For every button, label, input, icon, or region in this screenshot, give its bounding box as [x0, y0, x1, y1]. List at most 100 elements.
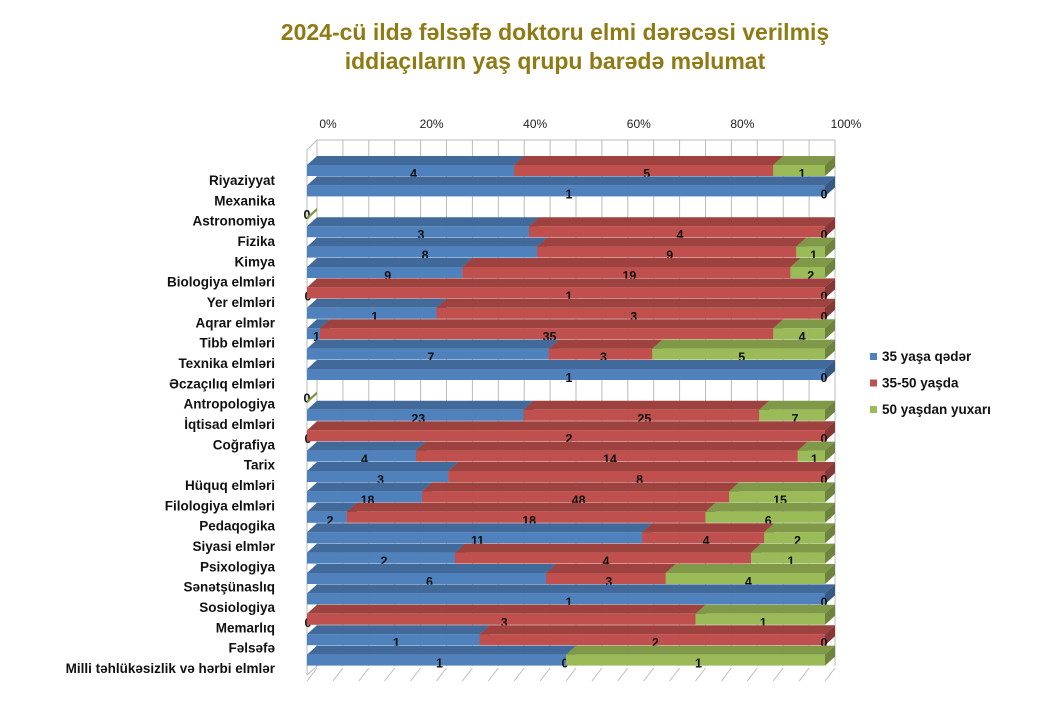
bar-segment — [307, 471, 449, 482]
floor-gridline — [721, 667, 732, 682]
category-label: Fəlsəfə — [228, 641, 275, 656]
data-label: 4 — [603, 555, 610, 569]
bar-group: 7 3 5 — [307, 339, 835, 365]
bar-segment-side — [825, 278, 835, 299]
data-label: 8 — [422, 249, 429, 263]
category-label: Astronomiya — [192, 214, 275, 229]
bar-segment — [448, 471, 825, 482]
data-label: 2 — [807, 269, 814, 283]
bar-group: 1 0 1 — [307, 645, 835, 671]
bar-segment-top — [523, 400, 770, 410]
bar-segment-side — [825, 156, 835, 176]
category-label: Psixologiya — [200, 559, 276, 574]
data-label: 0 — [821, 473, 828, 487]
bar-segment — [307, 246, 538, 258]
bar-segment-top — [307, 502, 357, 512]
bar-segment — [652, 348, 825, 360]
bar-segment-top — [514, 156, 784, 165]
bar-segment — [307, 348, 549, 360]
legend-swatch — [870, 353, 877, 360]
category-label: Memarlıq — [216, 620, 275, 635]
data-label: 2 — [794, 534, 801, 548]
bar-segment-side — [825, 482, 835, 503]
empty-bar-stub — [307, 391, 317, 404]
bar-segment-top — [307, 217, 539, 227]
bar-segment-top — [462, 258, 801, 267]
data-label: 7 — [427, 351, 434, 365]
bar-segment-top — [346, 502, 716, 512]
bar-segment-top — [529, 217, 835, 227]
bar-segment-top — [455, 543, 761, 553]
bar-segment-top — [307, 421, 835, 431]
data-label: 1 — [566, 595, 573, 609]
data-label: 1 — [760, 616, 767, 630]
bar-segment-side — [825, 645, 835, 666]
bar-segment-top — [307, 543, 465, 553]
bar-segment-top — [448, 462, 835, 471]
bar-segment-top — [729, 482, 835, 492]
bar-segment-top — [307, 360, 835, 369]
bar-segment-top — [642, 523, 775, 533]
data-label: 2 — [381, 555, 388, 569]
category-label: Sosiologiya — [199, 600, 275, 615]
bar-group: 1 2 0 — [307, 625, 835, 650]
data-label: 4 — [799, 330, 806, 344]
bar-segment-side — [825, 441, 835, 462]
bar-segment — [307, 369, 825, 380]
category-label: Coğrafiya — [213, 437, 276, 452]
floor-gridline — [358, 667, 370, 682]
data-label: 8 — [636, 473, 643, 487]
bar-segment — [307, 287, 825, 299]
bar-segment-top — [652, 339, 835, 349]
bar-segment-top — [307, 176, 835, 186]
empty-bar-stub — [307, 207, 317, 220]
legend-label: 35-50 yaşda — [882, 376, 959, 391]
bar-segment-top — [797, 441, 835, 451]
bar-group: 010 — [305, 278, 835, 303]
bar-segment — [307, 532, 643, 544]
bar-segment — [307, 430, 825, 442]
category-label: Əczaçılıq elmləri — [169, 376, 275, 391]
category-label: Mexanika — [214, 193, 275, 208]
bar-segment-top — [307, 462, 459, 471]
bar-segment — [751, 552, 825, 564]
data-label: 3 — [418, 228, 425, 242]
floor-gridline — [643, 667, 655, 682]
bar-segment-top — [319, 319, 784, 329]
category-label: Texnika elmləri — [178, 356, 275, 371]
bar-group: 031 — [305, 604, 835, 630]
bar-segment-top — [759, 400, 835, 410]
bar-segment — [307, 634, 480, 646]
data-label: 3 — [600, 351, 607, 365]
category-label: Kimya — [234, 254, 275, 269]
category-label: Biologiya elmləri — [167, 275, 275, 290]
bar-segment — [479, 634, 825, 646]
bar-segment-top — [307, 278, 835, 288]
data-label: 6 — [765, 514, 772, 528]
bar-segment-top — [416, 441, 808, 451]
data-label: 4 — [361, 453, 368, 467]
bar-segment-top — [307, 258, 473, 267]
data-label: 3 — [630, 310, 637, 324]
bar-group: 3 8 0 — [307, 462, 835, 487]
bar-segment — [729, 491, 825, 503]
floor-gridline — [436, 667, 447, 682]
category-label: Siyasi elmlər — [192, 539, 275, 554]
bar-segment-side — [825, 319, 835, 340]
bar-group: 9 19 2 — [307, 258, 835, 283]
data-label: 4 — [677, 228, 684, 242]
bar-group: 2 4 1 — [307, 543, 835, 569]
bar-segment — [319, 328, 774, 340]
bar-segment-top — [307, 604, 706, 614]
floor-gridline — [539, 667, 551, 682]
bar-segment-top — [436, 298, 835, 308]
data-label: 7 — [792, 412, 799, 426]
bar-segment-side — [825, 564, 835, 584]
data-label: 3 — [377, 473, 384, 487]
bar-group: 3 4 0 — [307, 217, 835, 242]
floor-gridline — [591, 667, 603, 682]
category-label: Milli təhlükəsizlik və hərbi elmlər — [66, 661, 276, 676]
bar-segment — [566, 654, 825, 666]
data-label: 1 — [799, 167, 806, 181]
